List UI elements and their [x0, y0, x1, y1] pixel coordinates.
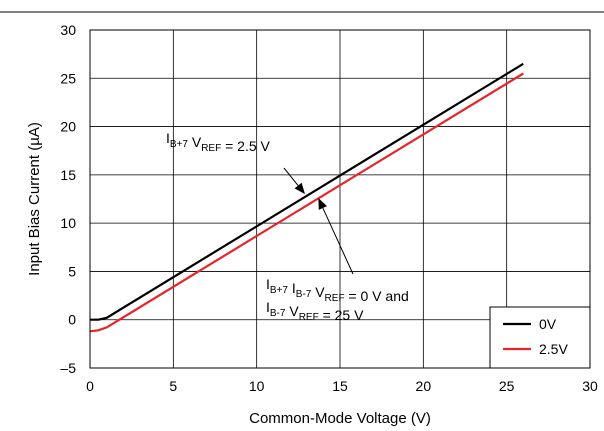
annotation-arrow-head: [294, 182, 305, 195]
x-axis-label: Common-Mode Voltage (V): [249, 410, 431, 426]
annotation-subscript: B-7: [296, 289, 312, 300]
x-tick-label: 30: [582, 378, 598, 394]
annotations: IB+7 VREF = 2.5 VIB+7 IB-7 VREF = 0 V an…: [166, 130, 409, 323]
annotation-text: = 2.5 V: [221, 138, 270, 154]
annotation-subscript: REF: [201, 143, 221, 154]
x-tick-label: 5: [169, 378, 177, 394]
legend-label: 0V: [539, 316, 557, 332]
legend-label: 2.5V: [539, 341, 568, 357]
y-tick-label: 0: [68, 312, 76, 328]
annotation-text: I: [266, 276, 270, 292]
annotation-label-2: IB-7 VREF = 25 V: [266, 299, 364, 323]
annotation-subscript: B+7: [170, 139, 189, 150]
plot-frame: [89, 29, 591, 369]
series-line-0v: [90, 62, 524, 321]
series-lines: [89, 62, 524, 333]
y-tick-label: 25: [60, 70, 76, 86]
annotation-text: = 25 V: [319, 307, 364, 323]
annotation-text: V: [285, 303, 299, 319]
annotation-text: V: [311, 284, 325, 300]
annotation-label-1: IB+7 VREF = 2.5 V: [166, 130, 271, 154]
annotation-subscript: REF: [299, 312, 319, 323]
annotation-text: I: [288, 280, 296, 296]
annotation-subscript: REF: [325, 293, 345, 304]
y-tick-label: 10: [60, 215, 76, 231]
x-tick-label: 15: [332, 378, 348, 394]
tick-labels: 0 5 10 15 20 25 30 –5 0 5 10 15 20 25 30: [60, 22, 598, 394]
annotation-label-2: IB+7 IB-7 VREF = 0 V and: [266, 276, 409, 304]
annotation-arrow-shaft: [322, 207, 354, 275]
legend: 0V 2.5V: [489, 306, 591, 369]
x-tick-label: 0: [86, 378, 94, 394]
x-tick-label: 20: [416, 378, 432, 394]
y-tick-label: 30: [60, 22, 76, 38]
annotation-arrow-shaft: [283, 167, 299, 186]
annotation-subscript: B-7: [270, 308, 286, 319]
legend-box: [489, 306, 591, 369]
x-tick-label: 25: [499, 378, 515, 394]
annotation-subscript: B+7: [270, 285, 289, 296]
x-tick-label: 10: [249, 378, 265, 394]
y-tick-label: 5: [68, 263, 76, 279]
annotation-text: I: [166, 130, 170, 146]
annotation-text: = 0 V and: [345, 288, 409, 304]
series-line-25v: [89, 72, 524, 333]
y-tick-label: 15: [60, 167, 76, 183]
grid: [90, 30, 590, 368]
annotation-text: I: [266, 299, 270, 315]
annotation-text: V: [188, 134, 202, 150]
y-tick-label: –5: [60, 360, 76, 376]
y-axis-label: Input Bias Current (µA): [26, 122, 43, 276]
y-tick-label: 20: [60, 119, 76, 135]
annotation-arrow-head: [318, 198, 327, 210]
